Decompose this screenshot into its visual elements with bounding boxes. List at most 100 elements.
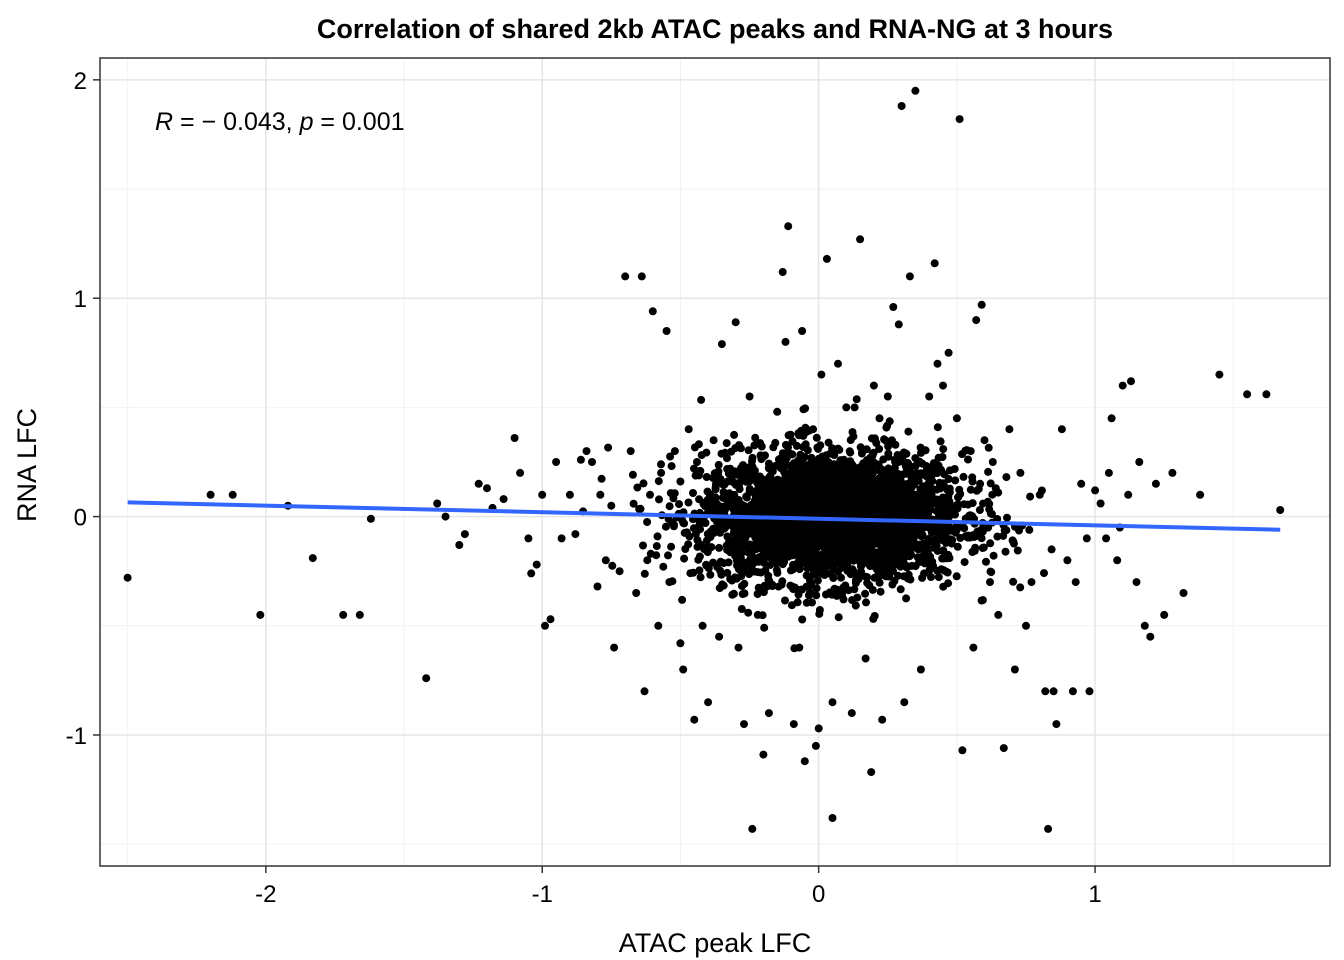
data-point <box>883 392 892 401</box>
data-point <box>758 528 767 537</box>
data-point <box>765 503 773 512</box>
data-point <box>764 709 773 718</box>
data-point <box>829 574 838 582</box>
data-point <box>743 468 752 477</box>
data-point <box>901 498 910 507</box>
data-point <box>737 605 746 613</box>
data-point <box>986 479 995 488</box>
data-point <box>483 484 491 493</box>
data-point <box>860 483 868 491</box>
data-point <box>846 570 855 579</box>
data-point <box>866 540 875 549</box>
data-point <box>808 486 816 495</box>
data-point <box>722 439 731 448</box>
data-point <box>834 444 842 453</box>
r-symbol: R <box>155 108 173 136</box>
data-point <box>1040 569 1048 578</box>
data-point <box>1160 610 1169 619</box>
data-point <box>886 548 895 557</box>
data-point <box>1000 526 1009 535</box>
data-point <box>828 814 837 822</box>
data-point <box>693 458 701 466</box>
data-point <box>744 548 753 557</box>
data-point <box>861 589 870 598</box>
data-point <box>968 477 977 486</box>
data-point <box>659 562 668 571</box>
data-point <box>730 430 739 439</box>
data-point <box>813 482 822 491</box>
data-point <box>664 551 672 560</box>
data-point <box>637 272 646 281</box>
data-point <box>919 539 928 548</box>
data-point <box>1077 479 1086 488</box>
data-point <box>711 501 720 510</box>
data-point <box>927 471 936 480</box>
data-point <box>809 425 818 434</box>
data-point <box>760 558 768 567</box>
data-point <box>861 654 870 663</box>
data-point <box>716 557 725 566</box>
data-point <box>900 698 909 707</box>
data-point <box>752 545 761 554</box>
data-point <box>1118 381 1127 390</box>
data-point <box>878 715 887 724</box>
data-point <box>864 508 873 517</box>
y-axis-title: RNA LFC <box>12 408 42 522</box>
data-point <box>607 501 616 510</box>
data-point <box>1113 556 1122 565</box>
data-point <box>510 434 519 442</box>
data-point <box>666 489 675 498</box>
data-point <box>714 460 723 469</box>
data-point <box>665 578 674 587</box>
data-point <box>797 532 806 541</box>
data-point <box>206 490 215 499</box>
data-point <box>773 568 782 577</box>
data-point <box>831 522 839 531</box>
data-point <box>891 440 900 449</box>
data-point <box>830 451 839 459</box>
data-point <box>811 504 820 512</box>
data-point <box>696 466 705 475</box>
data-point <box>792 441 801 450</box>
data-point <box>767 496 776 505</box>
data-point <box>818 452 827 461</box>
data-point <box>907 561 916 570</box>
data-point <box>838 563 847 572</box>
data-point <box>837 573 845 582</box>
data-point <box>640 569 649 578</box>
data-point <box>956 490 965 498</box>
data-point <box>701 502 710 511</box>
data-point <box>1009 537 1018 546</box>
data-point <box>731 480 740 489</box>
data-point <box>689 568 698 577</box>
data-point <box>897 550 906 559</box>
data-point <box>1096 499 1105 508</box>
data-point <box>834 613 843 622</box>
data-point <box>847 709 856 718</box>
data-point <box>818 534 827 543</box>
data-point <box>703 547 712 556</box>
data-point <box>987 568 996 577</box>
data-point <box>711 485 720 494</box>
data-point <box>830 499 838 508</box>
data-point <box>938 453 947 461</box>
data-point <box>784 431 793 440</box>
data-point <box>1104 468 1113 477</box>
data-point <box>952 523 961 532</box>
data-point <box>690 715 699 724</box>
data-point <box>717 340 726 349</box>
data-point <box>854 527 862 536</box>
data-point <box>1044 824 1053 833</box>
data-point <box>784 529 793 538</box>
data-point <box>789 720 798 729</box>
data-point <box>824 507 833 516</box>
data-point <box>977 300 986 309</box>
data-point <box>815 609 824 618</box>
data-point <box>1262 390 1271 399</box>
data-point <box>527 569 536 578</box>
data-point <box>582 447 591 456</box>
data-point <box>828 444 837 453</box>
data-point <box>868 449 877 458</box>
data-point <box>950 504 959 513</box>
data-point <box>670 447 679 456</box>
